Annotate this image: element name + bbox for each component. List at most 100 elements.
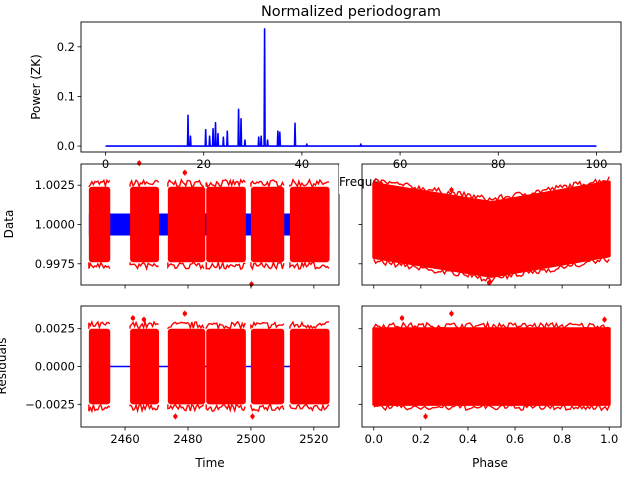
y-tick-label: 0.1	[57, 89, 75, 103]
y-tick-label: 0.0000	[35, 360, 75, 374]
segment-lower-scatter	[129, 402, 160, 414]
segment-lower-scatter	[167, 261, 205, 271]
x-tick-label: 0.2	[412, 432, 430, 446]
observing-segment-3	[167, 186, 206, 263]
phase-upper-scatter	[373, 176, 610, 202]
x-tick-label: 0.6	[506, 432, 524, 446]
observing-segment-2	[130, 328, 160, 405]
outlier-point	[173, 414, 178, 419]
segment-lower-scatter	[205, 402, 246, 414]
data-time-marks	[88, 160, 330, 288]
outlier-point	[182, 170, 188, 175]
outlier-point	[583, 192, 588, 197]
data-time-panel: 0.9975 1.0000 1.0025 Data	[2, 160, 340, 289]
outlier-point	[449, 311, 454, 316]
segment-lower-scatter	[250, 260, 285, 271]
residuals-time-marks	[88, 310, 330, 420]
x-tick-label: 2500	[236, 432, 265, 446]
phase-band	[372, 180, 611, 278]
outlier-point	[250, 414, 255, 419]
observing-segment-4	[206, 186, 246, 263]
outlier-point	[449, 187, 454, 193]
segment-lower-scatter	[289, 260, 330, 270]
residuals-phase-panel: 0.0 0.2 0.4 0.6 0.8 1.0 Phase	[358, 305, 622, 470]
observing-segment-1	[88, 328, 111, 405]
periodogram-line	[105, 28, 597, 147]
outlier-point	[130, 315, 136, 321]
residuals-time-axes: 2460 2480 2500 2520 −0.0025 0.0000 0.0025	[25, 322, 328, 446]
residuals-phase-axes: 0.0 0.2 0.4 0.6 0.8 1.0	[358, 328, 618, 446]
periodogram-ylabel: Power (ZK)	[29, 54, 43, 120]
x-tick-label: 2520	[299, 432, 328, 446]
x-tick-label: 0.4	[459, 432, 477, 446]
observing-segment-6	[289, 328, 330, 405]
data-phase-panel	[358, 163, 622, 289]
outlier-point	[399, 315, 405, 321]
phase-upper-scatter	[373, 320, 610, 331]
segment-upper-scatter	[205, 320, 246, 331]
y-tick-label: 1.0000	[35, 218, 75, 232]
time-xlabel: Time	[194, 456, 224, 470]
outlier-point	[141, 317, 147, 322]
segment-upper-scatter	[250, 179, 285, 189]
x-tick-label: 2480	[173, 432, 202, 446]
segment-upper-scatter	[289, 178, 330, 189]
phase-band	[372, 327, 611, 406]
segment-lower-scatter	[167, 403, 205, 413]
outlier-point	[137, 161, 142, 166]
residuals-time-panel: 2460 2480 2500 2520 −0.0025 0.0000 0.0025 Resi…	[0, 305, 340, 470]
outlier-point	[182, 311, 188, 316]
segment-upper-scatter	[88, 320, 111, 330]
data-phase-axes	[358, 184, 610, 289]
panel-gap-mask	[339, 164, 362, 194]
segment-upper-scatter	[129, 178, 160, 189]
observing-segment-4	[206, 328, 246, 405]
observing-segment-5	[250, 186, 285, 263]
x-tick-label: 1.0	[600, 432, 618, 446]
phase-lower-scatter	[373, 402, 610, 412]
periodogram-xlabel: Freque	[339, 175, 380, 189]
observing-segment-1	[88, 186, 111, 263]
periodogram-frame	[80, 21, 622, 153]
y-tick-label: 1.0025	[35, 178, 75, 192]
observing-segment-3	[167, 328, 206, 405]
segment-lower-scatter	[205, 259, 246, 271]
data-ylabel: Data	[2, 210, 16, 239]
residuals-ylabel: Residuals	[0, 338, 9, 395]
y-tick-label: 0.2	[57, 40, 75, 54]
y-tick-label: 0.0	[57, 139, 75, 153]
x-tick-label: 2460	[110, 432, 139, 446]
segment-lower-scatter	[129, 261, 159, 271]
segment-upper-scatter	[167, 321, 205, 331]
x-tick-label: 0.0	[365, 432, 383, 446]
y-tick-label: −0.0025	[25, 397, 75, 411]
outlier-point	[423, 414, 428, 419]
phase-lower-scatter	[373, 256, 610, 284]
observing-segment-2	[130, 186, 160, 263]
segment-upper-scatter	[205, 178, 246, 188]
segment-lower-scatter	[88, 403, 111, 414]
y-tick-label: 0.0025	[35, 322, 75, 336]
x-tick-label: 0.8	[553, 432, 571, 446]
periodogram-marks	[105, 28, 597, 147]
segment-upper-scatter	[289, 320, 330, 330]
segment-lower-scatter	[289, 402, 330, 412]
segment-upper-scatter	[129, 319, 159, 331]
data-time-axes: 0.9975 1.0000 1.0025	[35, 178, 315, 289]
residuals-phase-marks	[372, 310, 611, 420]
phase-xlabel: Phase	[472, 456, 508, 470]
data-phase-marks	[372, 176, 611, 286]
outlier-point	[249, 282, 254, 287]
outlier-point	[602, 317, 607, 322]
observing-segment-6	[289, 186, 330, 263]
outlier-point	[378, 181, 384, 186]
y-tick-label: 0.9975	[35, 257, 75, 271]
segment-lower-scatter	[250, 403, 285, 413]
periodogram-title: Normalized periodogram	[261, 4, 441, 20]
segment-lower-scatter	[88, 260, 111, 270]
segment-upper-scatter	[167, 177, 205, 188]
segment-upper-scatter	[250, 320, 285, 330]
